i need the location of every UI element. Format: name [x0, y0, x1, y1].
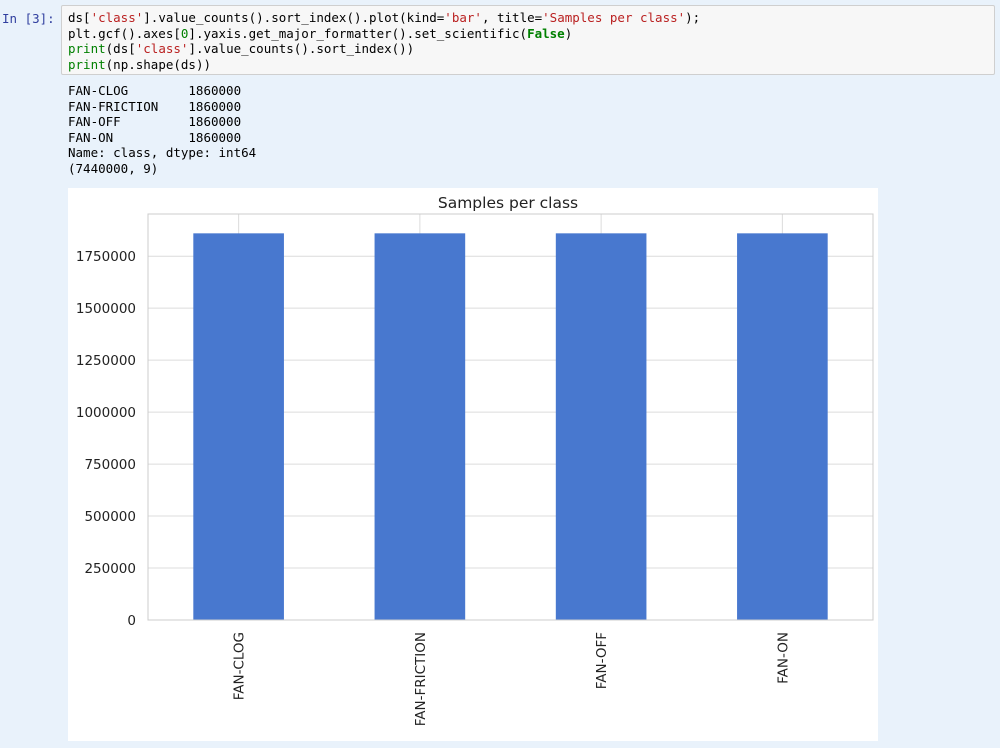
code-token: 'Samples per class' — [542, 10, 686, 25]
x-tick-labels: FAN-CLOG FAN-FRICTION FAN-OFF FAN-ON — [232, 632, 792, 726]
code-token: (np.shape(ds)) — [105, 56, 211, 72]
code-token: 'class' — [90, 10, 144, 25]
y-tick-label: 1500000 — [76, 301, 136, 317]
y-tick-label: 500000 — [84, 509, 136, 525]
code-token: False — [527, 25, 565, 41]
code-token: 'class' — [135, 41, 189, 56]
y-tick-label: 1000000 — [76, 405, 136, 421]
code-line: plt.gcf().axes[0].yaxis.get_major_format… — [68, 26, 988, 42]
code-token: , title= — [481, 10, 543, 25]
bar-chart: Samples per class 0 250000 500000 750000 100… — [68, 188, 878, 741]
bar-fan-friction — [374, 233, 466, 621]
bar-fan-clog — [193, 233, 284, 621]
output-line: (7440000, 9) — [68, 160, 159, 176]
code-token: ) — [564, 25, 573, 41]
x-tick-label: FAN-OFF — [594, 632, 610, 689]
code-token: ); — [685, 10, 701, 25]
code-line: ds['class'].value_counts().sort_index().… — [68, 10, 988, 26]
y-tick-label: 0 — [127, 613, 136, 629]
output-line: FAN-CLOG 1860000 — [68, 83, 242, 98]
y-tick-labels: 0 250000 500000 750000 1000000 1250000 1500000… — [76, 249, 136, 629]
code-token: plt.gcf().axes[ — [68, 25, 181, 41]
bars — [193, 233, 828, 621]
plot-frame — [147, 213, 874, 621]
bar-chart-svg: Samples per class 0 250000 500000 750000 100… — [76, 194, 874, 726]
output-line: FAN-FRICTION 1860000 — [68, 98, 242, 114]
code-token: print — [68, 56, 106, 72]
chart-title: Samples per class — [438, 194, 578, 212]
bar-fan-off — [555, 233, 647, 621]
code-token: 0 — [180, 25, 189, 41]
code-token: print — [68, 41, 106, 56]
code-line: print(np.shape(ds)) — [68, 57, 988, 73]
x-tick-label: FAN-FRICTION — [413, 632, 429, 726]
code-token: ds[ — [68, 10, 91, 25]
y-tick-label: 1750000 — [76, 249, 136, 265]
cell-output: FAN-CLOG 1860000 FAN-FRICTION 1860000 FAN-… — [68, 83, 256, 176]
x-tick-label: FAN-CLOG — [232, 632, 248, 700]
output-line: FAN-ON 1860000 — [68, 129, 242, 145]
output-line: FAN-OFF 1860000 — [68, 114, 242, 129]
input-prompt: In [3]: — [2, 11, 55, 26]
code-token: 'bar' — [444, 10, 482, 25]
y-tick-label: 750000 — [84, 457, 136, 473]
code-token: (ds[ — [105, 41, 136, 56]
code-token: ].yaxis.get_major_formatter().set_scient… — [188, 25, 528, 41]
code-token: ].value_counts().sort_index()) — [188, 41, 415, 56]
bar-fan-on — [737, 233, 828, 621]
code-editor[interactable]: ds['class'].value_counts().sort_index().… — [61, 5, 995, 75]
y-tick-label: 250000 — [84, 561, 136, 577]
output-line: Name: class, dtype: int64 — [68, 145, 257, 160]
code-token: ].value_counts().sort_index().plot(kind= — [143, 10, 445, 25]
code-line: print(ds['class'].value_counts().sort_in… — [68, 41, 988, 57]
y-tick-label: 1250000 — [76, 353, 136, 369]
x-tick-label: FAN-ON — [775, 632, 791, 684]
